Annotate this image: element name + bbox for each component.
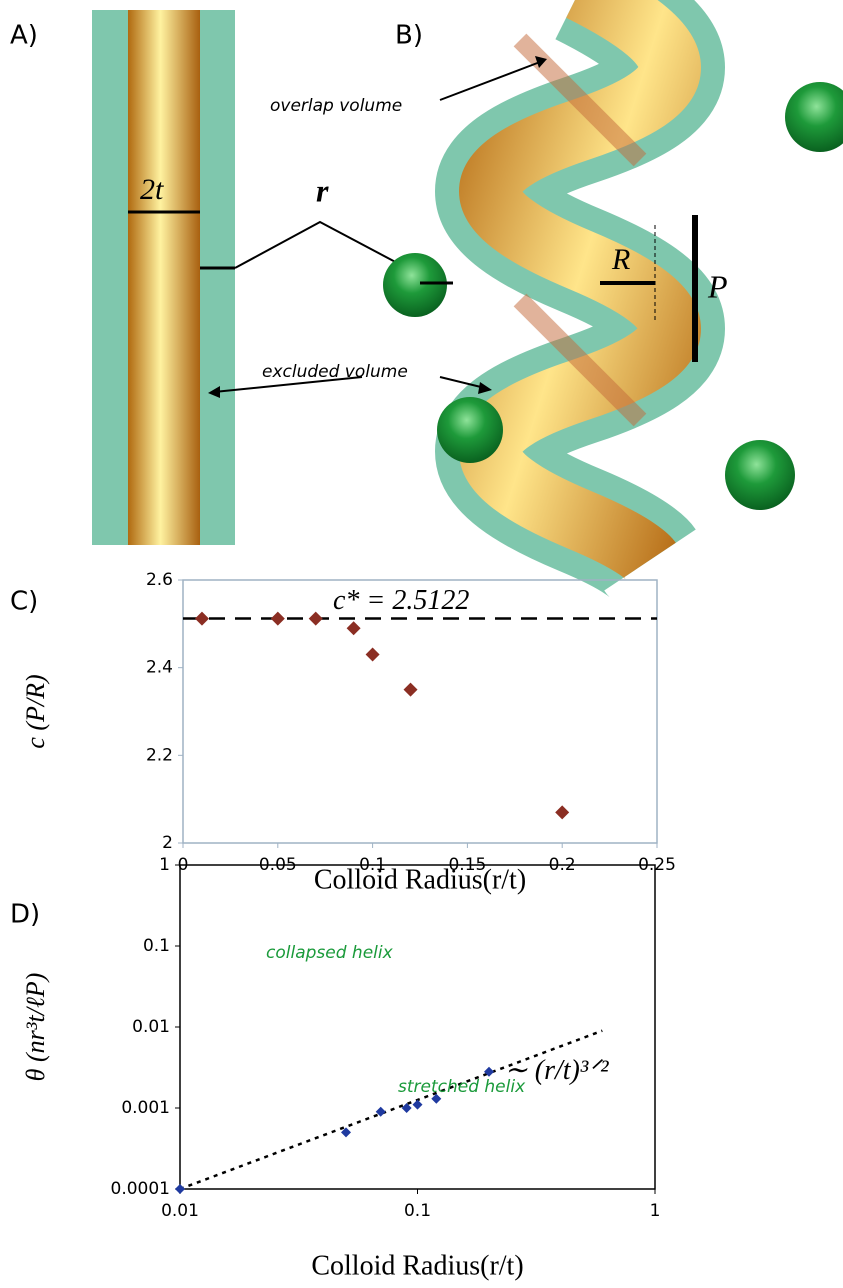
arrowhead (478, 382, 492, 394)
x-tick-label: 0.25 (638, 855, 676, 875)
y-tick-label: 2 (162, 833, 173, 853)
region-label: stretched helix (398, 1077, 526, 1097)
y-tick-label: 1 (159, 855, 170, 875)
panel-label: D) (10, 900, 40, 930)
colloid (383, 253, 447, 317)
data-point (270, 611, 285, 626)
y-tick-label: 0.001 (121, 1098, 170, 1118)
data-point (341, 1127, 352, 1138)
data-point (555, 805, 570, 820)
data-point (346, 621, 361, 636)
data-point (375, 1106, 386, 1117)
trend-line (179, 1029, 603, 1191)
panel-label: A) (10, 21, 38, 51)
y-tick-label: 0.1 (143, 936, 170, 956)
thickness-label: 2t (140, 173, 164, 206)
y-tick-label: 2.6 (146, 570, 173, 590)
x-axis-label: Colloid Radius(r/t) (314, 864, 526, 895)
data-point (194, 611, 209, 626)
panel-label: C) (10, 587, 38, 617)
arrowhead (208, 386, 220, 398)
x-tick-label: 0.1 (404, 1201, 431, 1221)
plot-frame (179, 864, 656, 1190)
panel-label: B) (395, 21, 423, 51)
plot-frame (182, 579, 658, 844)
data-point (483, 1066, 494, 1077)
colloid (785, 82, 843, 152)
data-point (412, 1099, 423, 1110)
data-point (403, 682, 418, 697)
y-axis-label: θ (nr³t/ℓP) (21, 973, 50, 1082)
pitch-label: P (707, 268, 728, 304)
data-point (365, 647, 380, 662)
arrow (213, 376, 363, 393)
arrow (439, 61, 541, 101)
x-tick-label: 0.01 (161, 1201, 199, 1221)
x-tick-label: 1 (650, 1201, 661, 1221)
reference-label: c* = 2.5122 (333, 585, 469, 616)
region-label: overlap volume (270, 96, 402, 116)
y-tick-label: 0.0001 (111, 1179, 170, 1199)
region-label: collapsed helix (266, 943, 394, 963)
rod (128, 10, 200, 545)
y-tick-label: 2.4 (146, 658, 173, 678)
data-point (401, 1103, 412, 1113)
helix (459, 0, 701, 581)
trend-label: ∼ (r/t)³ᐟ² (504, 1055, 609, 1086)
y-tick-label: 0.01 (132, 1017, 170, 1037)
data-point (431, 1093, 442, 1104)
colloid (437, 397, 503, 463)
radius-label: R (611, 243, 630, 276)
arrowhead (535, 56, 547, 68)
data-point (308, 611, 323, 626)
region-label: excluded volume (262, 362, 408, 382)
y-axis-label: c (P/R) (21, 674, 50, 748)
distance-label: r (316, 172, 329, 208)
y-tick-label: 2.2 (146, 745, 173, 765)
colloid (725, 440, 795, 510)
data-point (175, 1184, 185, 1194)
arrow (439, 376, 486, 389)
x-axis-label: Colloid Radius(r/t) (311, 1250, 523, 1281)
